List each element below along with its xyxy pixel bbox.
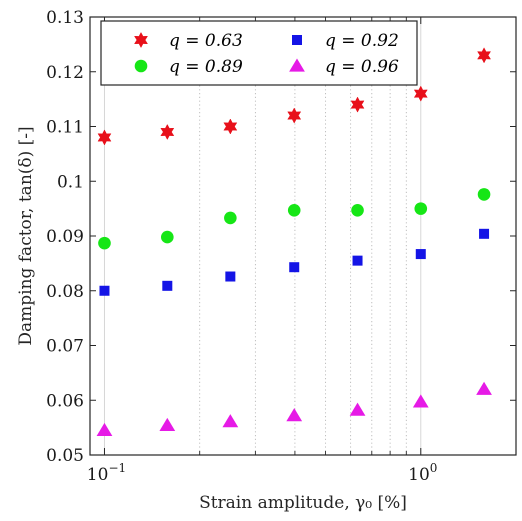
marker-layer [97,48,492,436]
data-point [162,281,172,291]
data-point [161,231,174,244]
legend-marker [292,35,302,45]
legend-label: q = 0.89 [169,57,243,77]
data-point [353,256,363,266]
data-point [98,237,111,250]
data-point [286,408,302,421]
data-point [416,249,426,259]
data-point [413,394,429,407]
data-point [288,204,301,217]
data-point [414,202,427,215]
data-point [289,262,299,272]
y-tick-label: 0.07 [46,337,84,357]
data-point [351,97,364,112]
x-tick-label: 10−1 [87,461,126,485]
legend: q = 0.63 q = 0.92 q = 0.89 q = 0.96 [101,21,417,85]
legend-label: q = 0.96 [325,57,399,77]
x-axis-label: Strain amplitude, γ₀ [%] [199,493,407,513]
series-2 [98,188,490,249]
data-point [351,204,364,217]
data-point [350,403,366,416]
legend-marker [135,60,148,73]
y-tick-label: 0.12 [46,63,84,83]
data-point [288,108,301,123]
series-1 [99,229,489,296]
data-point [476,382,492,395]
y-tick-label: 0.09 [46,227,84,247]
y-tick-label: 0.1 [57,172,84,192]
data-point [99,286,109,296]
data-point [414,86,427,101]
x-tick-label: 100 [408,461,437,485]
y-tick-label: 0.11 [46,118,84,138]
y-tick-label: 0.08 [46,282,84,302]
data-point [478,48,491,63]
data-point [478,188,491,201]
data-point [161,124,174,139]
y-tick-label: 0.13 [46,8,84,28]
data-point [222,414,238,427]
data-point [479,229,489,239]
data-point [97,423,113,436]
series-3 [97,382,492,436]
data-point [224,119,237,134]
data-point [225,272,235,282]
y-axis-label: Damping factor, tan(δ) [-] [16,126,36,345]
data-point [159,418,175,431]
legend-label: q = 0.92 [325,31,399,51]
legend-label: q = 0.63 [169,31,243,51]
y-tick-label: 0.06 [46,391,84,411]
y-tick-label: 0.05 [46,446,84,466]
data-point [98,130,111,145]
data-point [224,212,237,225]
